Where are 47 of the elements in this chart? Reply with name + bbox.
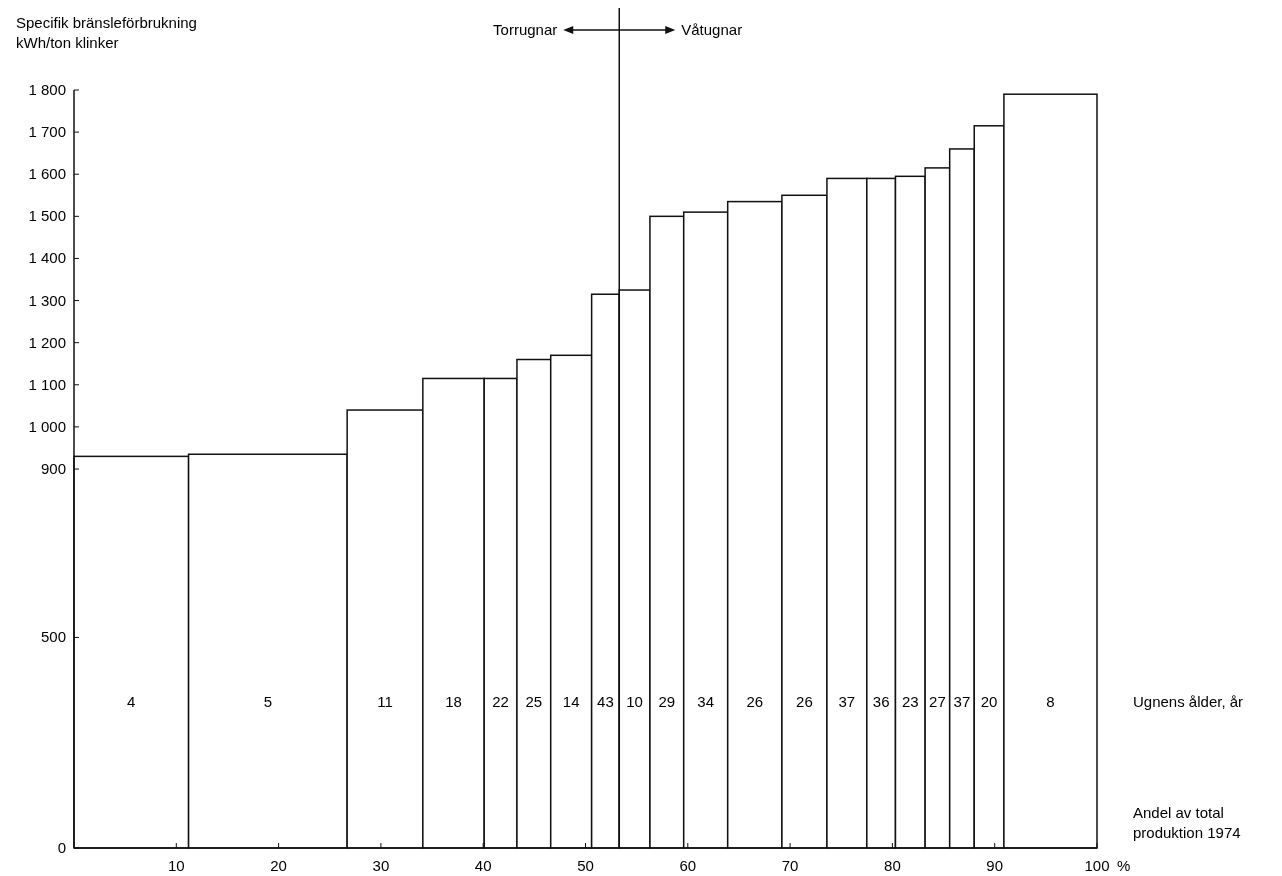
x-tick-label: 70 [781, 857, 799, 874]
annotation: 8 [1046, 693, 1055, 710]
y-tick-label: 1 000 [28, 417, 66, 435]
annotation: 10 [626, 693, 643, 710]
y-tick-label: 1 400 [28, 249, 66, 267]
annotation: 18 [445, 693, 462, 710]
annotation: 26 [746, 693, 764, 710]
annotation: 37 [838, 693, 856, 710]
annotation: 23 [901, 693, 919, 710]
x-tick-label: 50 [577, 857, 594, 874]
annotation: 26 [796, 693, 813, 710]
y-tick-label: 500 [40, 628, 66, 646]
annotation: 25 [525, 693, 543, 710]
annotation: 20 [980, 693, 998, 710]
x-tick-label: 40 [474, 857, 492, 874]
y-tick-label: 1 100 [28, 375, 66, 393]
text: Torrugnar [493, 21, 558, 38]
annotation: 5 [263, 693, 273, 710]
y-tick-label: 1 300 [28, 291, 66, 309]
y-tick-label: 1 700 [28, 123, 66, 141]
annotation: 27 [929, 693, 946, 710]
x-tick-label: 30 [372, 857, 390, 874]
y-tick-label: 1 500 [28, 207, 66, 225]
annotation: 37 [953, 693, 971, 710]
y-tick-label: 1 800 [28, 81, 66, 98]
x-tick-label: 20 [270, 857, 287, 874]
y-tick-label: 1 200 [28, 333, 66, 351]
y-tick-label: 0 [57, 839, 66, 856]
y-tick-label: 900 [40, 460, 66, 477]
x-tick-label: 80 [884, 857, 901, 874]
annotation: 34 [697, 693, 715, 710]
annotation: 4 [127, 693, 136, 710]
text: Ugnens ålder, år [1133, 693, 1244, 710]
annotation: 14 [562, 693, 580, 710]
annotation: 29 [658, 693, 676, 710]
x-tick-label: 10 [167, 857, 185, 874]
x-tick-label: 100 [1084, 857, 1110, 874]
text: Våtugnar [681, 21, 743, 38]
x-axis-title: Andel av total produktion 1974 % [1117, 804, 1241, 874]
annotation: 36 [872, 693, 890, 710]
x-tick-label: 60 [679, 857, 697, 874]
annotation: 43 [597, 693, 614, 710]
annotation: 22 [492, 693, 509, 710]
x-tick-label: 90 [986, 857, 1004, 874]
annotation: 11 [377, 693, 393, 710]
y-axis-title: Specifik bränsleförbrukning kWh/ton klinker [16, 14, 197, 51]
y-tick-label: 1 600 [28, 165, 66, 183]
